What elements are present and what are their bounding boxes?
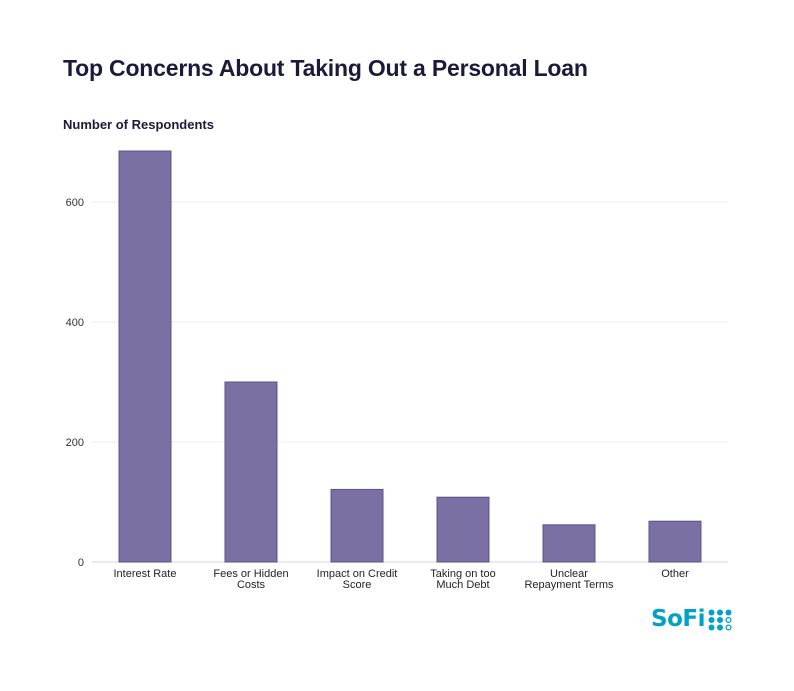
x-tick-label-line: Other [661,568,689,580]
logo-dots-icon [708,609,732,631]
x-tick-label-line: Score [343,579,372,591]
bar [118,150,172,563]
x-tick-label-line: Repayment Terms [524,579,614,591]
x-tick-label: Interest Rate [114,568,177,580]
bar [648,520,702,563]
bar [224,381,278,563]
y-tick-label: 0 [78,557,84,569]
bar [542,524,596,563]
gridlines [92,201,728,563]
x-tick-labels: Interest Rate Fees or Hidden Costs Impact o… [114,568,690,591]
x-tick-label-line: Unclear [550,568,588,580]
bar [330,488,384,563]
x-tick-label-line: Fees or Hidden [213,568,288,580]
x-tick-label-line: Interest Rate [114,568,177,580]
y-tick-label: 400 [66,317,84,329]
y-tick-label: 600 [66,197,84,209]
y-axis-label: Number of Respondents [63,117,214,132]
x-tick-label: Fees or Hidden Costs [213,568,288,591]
x-tick-label-line: Impact on Credit [317,568,398,580]
x-tick-label-line: Much Debt [436,579,489,591]
x-tick-label-line: Costs [237,579,266,591]
x-tick-label-line: Taking on too [430,568,495,580]
chart-title: Top Concerns About Taking Out a Personal… [63,55,588,81]
x-tick-label: Other [661,568,689,580]
x-tick-label: Unclear Repayment Terms [524,568,614,591]
x-tick-label: Taking on too Much Debt [430,568,495,591]
y-tick-labels: 0 200 400 600 [66,197,84,569]
x-tick-label: Impact on Credit Score [317,568,398,591]
bar [436,496,490,563]
bars [118,150,702,563]
logo-text: SoFi [651,606,705,632]
sofi-logo: SoFi [651,608,732,631]
y-tick-label: 200 [66,437,84,449]
